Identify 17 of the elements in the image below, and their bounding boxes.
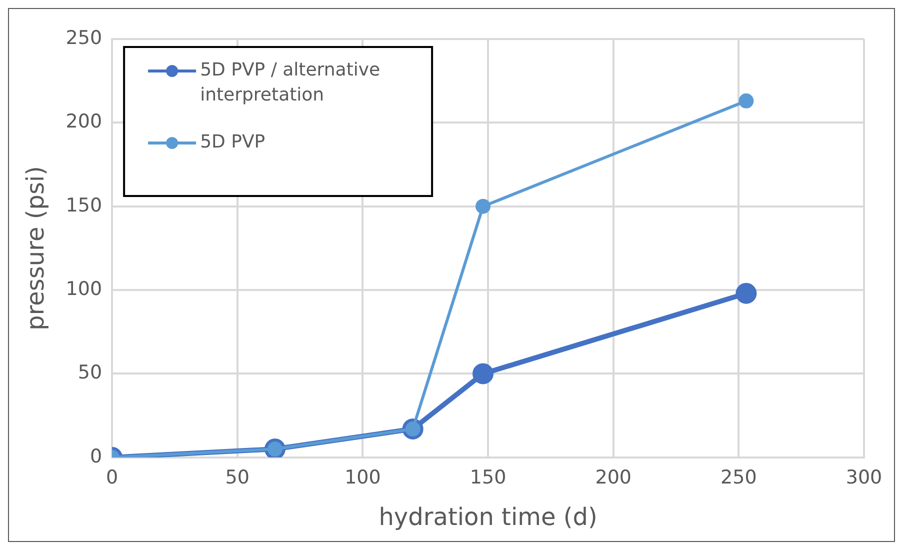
legend-label: 5D PVP: [200, 132, 266, 153]
x-tick-label: 150: [470, 466, 506, 489]
x-tick-label: 200: [595, 466, 632, 489]
x-tick-label: 50: [225, 466, 250, 489]
y-tick-label: 200: [66, 110, 102, 133]
y-tick-label: 50: [78, 362, 102, 384]
y-tick-label: 0: [90, 445, 102, 468]
y-axis-title: pressure (psi): [22, 166, 50, 330]
y-tick-label: 250: [66, 26, 102, 49]
legend-label: 5D PVP / alternative interpretation: [200, 60, 380, 106]
x-tick-label: 0: [106, 466, 118, 489]
x-tick-label: 250: [720, 466, 757, 489]
x-axis-title: hydration time (d): [378, 502, 598, 531]
x-tick-label: 100: [344, 466, 381, 489]
y-tick-label: 150: [66, 194, 102, 216]
y-tick-label: 100: [66, 278, 102, 300]
x-tick-label: 300: [846, 466, 882, 489]
